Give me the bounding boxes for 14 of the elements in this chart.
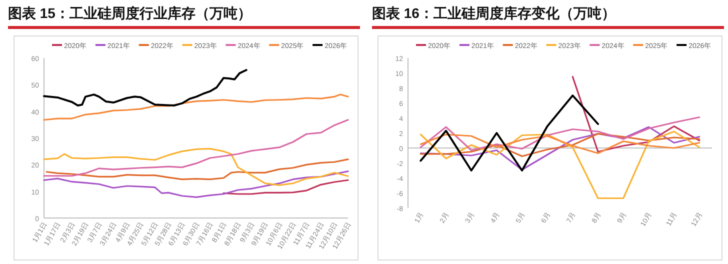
line-series: [43, 119, 349, 177]
line-series: [43, 170, 349, 198]
line-series: [43, 69, 248, 106]
line-series: [420, 116, 700, 152]
line-series: [420, 126, 700, 171]
chart-title: 图表 15：工业硅周度行业库存（万吨）: [8, 5, 252, 21]
chart-title: 图表 16：工业硅周度库存变化（万吨）: [372, 5, 616, 21]
line-series: [572, 76, 700, 153]
line-series: [222, 179, 349, 195]
line-series: [43, 148, 349, 186]
line-series: [420, 130, 700, 200]
line-series: [43, 94, 349, 121]
line-series: [46, 158, 349, 180]
line-series: [420, 94, 599, 172]
